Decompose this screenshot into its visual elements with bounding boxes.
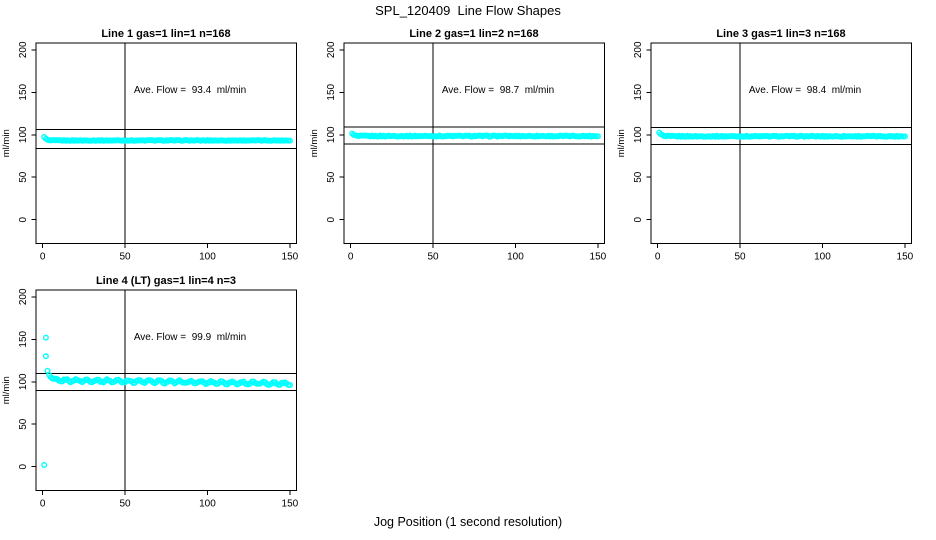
flow-point xyxy=(41,461,48,468)
y-axis-title: ml/min xyxy=(1,129,12,157)
y-axis-tick-label: 200 xyxy=(18,41,29,58)
x-axis-tick-label: 100 xyxy=(199,252,216,263)
y-axis-tick-label: 100 xyxy=(18,373,29,390)
flow-point xyxy=(42,353,49,360)
x-axis-tick-label: 100 xyxy=(814,252,831,263)
flow-point xyxy=(42,334,49,341)
y-axis-tick-label: 50 xyxy=(18,418,29,430)
y-axis-tick-label: 0 xyxy=(633,216,644,222)
plot-box xyxy=(343,42,605,244)
x-axis-tick-label: 150 xyxy=(282,252,299,263)
subplot-line-3: Line 3 gas=1 lin=3 n=168 Ave. Flow = 98.… xyxy=(615,28,927,278)
subplot-line-3-plot-area: 0 50 100 150 0 50 100 150 200 ml/min xyxy=(616,41,914,263)
subplot-line-3-ave-flow-annotation: Ave. Flow = 98.4 ml/min xyxy=(748,85,862,96)
y-axis-tick-label: 150 xyxy=(326,83,337,100)
x-axis-title: Jog Position (1 second resolution) xyxy=(373,515,563,529)
x-axis-tick-label: 150 xyxy=(897,252,914,263)
x-axis-tick-label: 150 xyxy=(590,252,607,263)
y-axis-tick-label: 150 xyxy=(18,330,29,347)
subplot-line-4: Line 4 (LT) gas=1 lin=4 n=3 Ave. Flow = … xyxy=(0,275,312,525)
plot-box xyxy=(35,42,297,244)
y-axis-tick-label: 0 xyxy=(326,216,337,222)
x-axis-tick-label: 150 xyxy=(282,499,299,510)
y-axis-tick-label: 0 xyxy=(18,216,29,222)
y-axis-tick-label: 100 xyxy=(633,126,644,143)
y-axis-tick-label: 200 xyxy=(18,288,29,305)
y-axis-tick-label: 100 xyxy=(326,126,337,143)
y-axis-tick-label: 100 xyxy=(18,126,29,143)
subplot-line-1-title: Line 1 gas=1 lin=1 n=168 xyxy=(101,28,231,40)
y-axis-tick-label: 200 xyxy=(326,41,337,58)
subplot-line-4-plot-area: 0 50 100 150 0 50 100 150 200 ml/min xyxy=(1,288,299,510)
x-axis-tick-label: 50 xyxy=(119,499,131,510)
x-axis-tick-label: 50 xyxy=(734,252,746,263)
x-axis-tick-label: 0 xyxy=(348,252,354,263)
y-axis-tick-label: 50 xyxy=(326,171,337,183)
y-axis-title: ml/min xyxy=(309,129,320,157)
y-axis-tick-label: 150 xyxy=(18,83,29,100)
flow-point xyxy=(901,133,908,140)
figure-title: SPL_120409 Line Flow Shapes xyxy=(375,3,561,18)
x-axis-tick-label: 0 xyxy=(40,252,46,263)
y-axis-title: ml/min xyxy=(616,129,627,157)
y-axis-tick-label: 150 xyxy=(633,83,644,100)
flow-points xyxy=(41,133,293,144)
subplot-line-1-ave-flow-annotation: Ave. Flow = 93.4 ml/min xyxy=(133,85,247,96)
flow-points xyxy=(656,129,908,140)
subplot-line-4-ave-flow-annotation: Ave. Flow = 99.9 ml/min xyxy=(133,332,247,343)
x-axis-tick-label: 100 xyxy=(199,499,216,510)
x-axis-tick-label: 50 xyxy=(119,252,131,263)
y-axis-title: ml/min xyxy=(1,376,12,404)
subplot-line-2-ave-flow-annotation: Ave. Flow = 98.7 ml/min xyxy=(441,85,555,96)
x-axis-tick-label: 50 xyxy=(427,252,439,263)
subplot-line-1: Line 1 gas=1 lin=1 n=168 Ave. Flow = 93.… xyxy=(0,28,312,278)
y-axis-tick-label: 200 xyxy=(633,41,644,58)
x-axis-tick-label: 0 xyxy=(40,499,46,510)
plot-box xyxy=(650,42,912,244)
subplot-line-2: Line 2 gas=1 lin=2 n=168 Ave. Flow = 98.… xyxy=(308,28,620,278)
flow-points xyxy=(349,130,601,140)
subplot-line-1-plot-area: 0 50 100 150 0 50 100 150 200 ml/min xyxy=(1,41,299,263)
flow-point xyxy=(594,133,601,140)
flow-point xyxy=(286,381,293,388)
flow-points xyxy=(41,334,293,468)
subplot-line-3-title: Line 3 gas=1 lin=3 n=168 xyxy=(716,28,846,40)
subplot-line-4-title: Line 4 (LT) gas=1 lin=4 n=3 xyxy=(95,275,237,287)
x-axis-tick-label: 0 xyxy=(655,252,661,263)
y-axis-tick-label: 50 xyxy=(18,171,29,183)
y-axis-tick-label: 0 xyxy=(18,463,29,469)
flow-point xyxy=(286,137,293,144)
subplot-line-2-title: Line 2 gas=1 lin=2 n=168 xyxy=(409,28,539,40)
y-axis-tick-label: 50 xyxy=(633,171,644,183)
subplot-line-2-plot-area: 0 50 100 150 0 50 100 150 200 ml/min xyxy=(309,41,607,263)
x-axis-tick-label: 100 xyxy=(507,252,524,263)
